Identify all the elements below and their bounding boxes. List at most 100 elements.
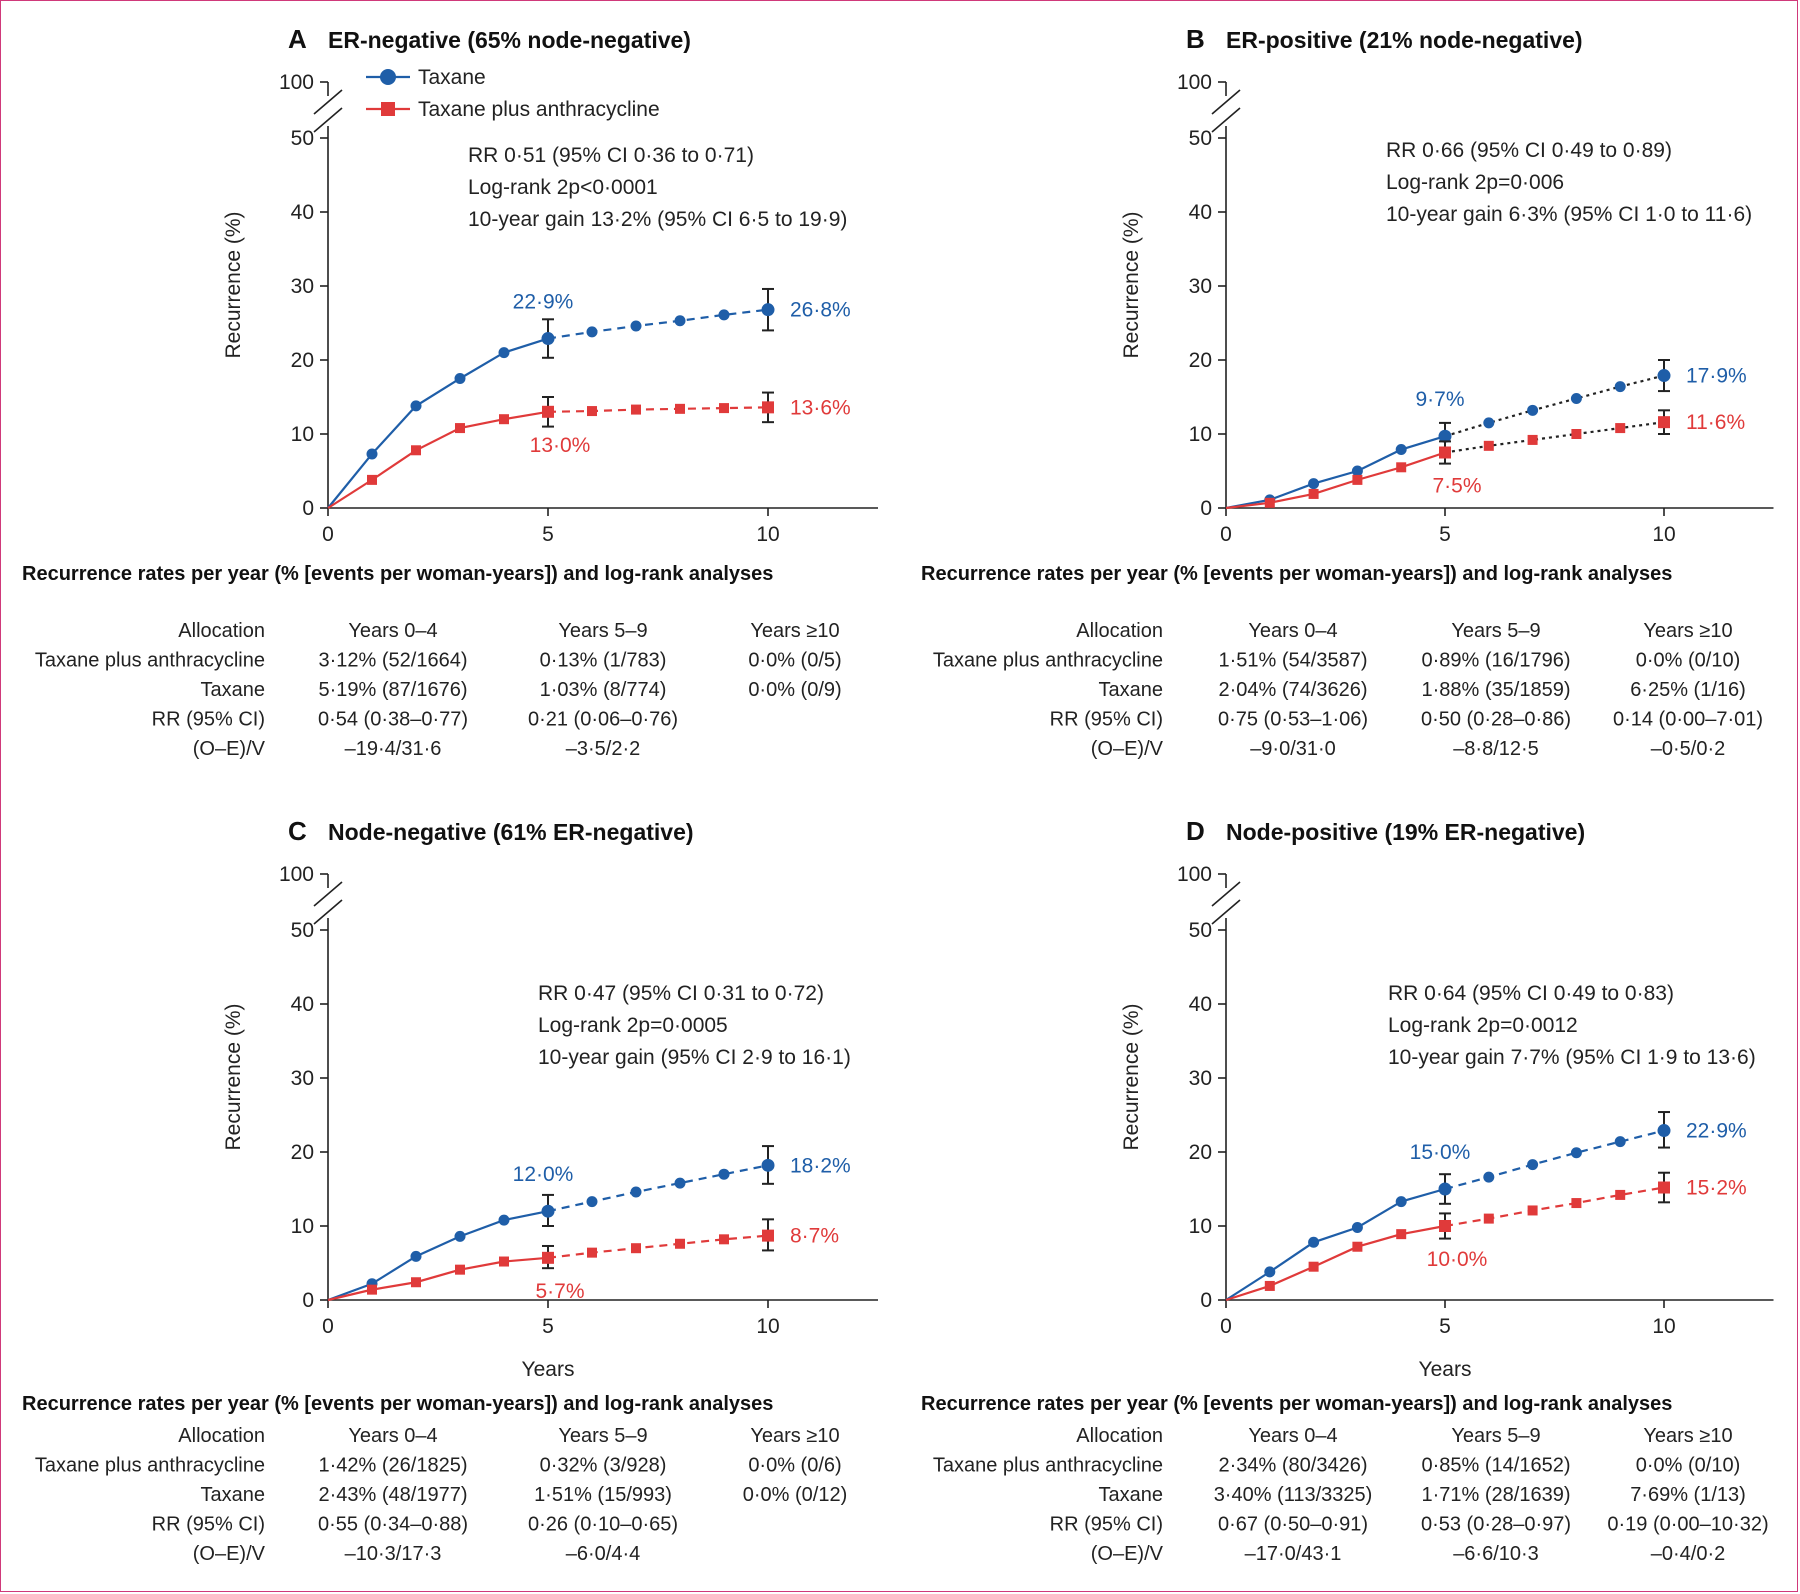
series-taxane-plus-anthracycline [327,1218,774,1302]
table-column-header: Years 0–4 [348,1425,437,1447]
x-axis-title: Years [1419,1358,1472,1381]
table-row-label: Taxane plus anthracycline [933,1455,1163,1477]
data-point [631,1243,641,1254]
table-row-label: RR (95% CI) [1050,1514,1163,1536]
table-cell: 0·19 (0·00–10·32) [1607,1514,1768,1536]
axis-break-mark [313,89,343,115]
y-tick-label: 30 [1189,275,1212,298]
data-label: 18·2% [790,1154,851,1177]
x-tick-label: 10 [1652,523,1675,546]
data-point [1527,1159,1539,1171]
table-column-header: Years ≥10 [1643,620,1732,642]
data-label: 8·7% [790,1225,839,1248]
data-point [411,1277,421,1288]
data-label: 5·7% [535,1280,584,1303]
data-point [631,404,641,415]
panel-title: Node-negative (61% ER-negative) [328,819,694,845]
data-point [366,448,378,460]
data-point [1439,446,1451,459]
data-point [411,445,421,456]
data-point [410,400,422,412]
table-row-label: Taxane [201,679,266,701]
table-column-header: Years 5–9 [1451,620,1540,642]
stat-annotation: RR 0·47 (95% CI 0·31 to 0·72) [538,982,824,1005]
data-point [718,309,730,321]
axis-break-mark [313,107,343,133]
x-tick-label: 0 [322,1315,334,1338]
table-row-label: Taxane [201,1484,266,1506]
stat-annotation: 10-year gain 7·7% (95% CI 1·9 to 13·6) [1388,1046,1756,1069]
x-tick-label: 10 [756,1315,779,1338]
y-tick-label: 100 [279,863,314,886]
table-column-header: Years 5–9 [558,1425,647,1447]
data-label: 10·0% [1427,1248,1488,1271]
y-tick-label: 20 [291,349,314,372]
data-point [454,373,466,384]
series-line-dashed [1444,1186,1665,1228]
series-line-solid [1225,1187,1446,1301]
legend-label: Taxane [418,66,486,89]
data-point [1614,381,1626,393]
x-tick-label: 0 [1220,523,1232,546]
data-point [719,1234,729,1245]
series-line-solid [327,410,549,509]
data-point [1658,1181,1670,1194]
series-line-dashed [547,406,769,413]
data-point [762,1229,774,1242]
data-point [674,315,686,327]
table-cell: 0·21 (0·06–0·76) [528,709,678,731]
data-label: 13·0% [530,434,591,457]
legend-marker-circle [380,69,396,85]
stat-annotation: 10-year gain 6·3% (95% CI 1·0 to 11·6) [1386,203,1752,226]
series-line-solid [1225,435,1446,510]
table-cell: 0·75 (0·53–1·06) [1218,709,1368,731]
data-point [499,1256,509,1267]
table-cell: 0·0% (0/12) [743,1484,848,1506]
table-cell: 0·0% (0/10) [1636,1455,1741,1477]
data-point [1527,434,1538,445]
data-point [1527,404,1539,416]
table-row-label: Taxane plus anthracycline [35,650,265,672]
data-point [1570,1147,1582,1159]
x-tick-label: 10 [1652,1315,1675,1338]
series-line-dashed [1444,421,1665,454]
x-tick-label: 0 [1220,1315,1232,1338]
table-cell: 1·51% (15/993) [534,1484,672,1506]
table-row-label: RR (95% CI) [152,709,265,731]
table-cell: 0·0% (0/6) [748,1455,841,1477]
y-axis-title: Recurrence (%) [222,1003,245,1150]
y-tick-label: 40 [1189,993,1212,1016]
x-tick-label: 5 [1439,1315,1451,1338]
data-point [1483,1213,1494,1224]
data-point [1438,1182,1452,1196]
data-point [498,347,510,359]
table-cell: 0·26 (0·10–0·65) [528,1514,678,1536]
panel-a: A ER-negative (65% node-negative) 0 10 20 30 4… [22,24,878,760]
series-taxane [1225,359,1671,510]
data-point [1483,440,1494,451]
table-cell: 0·32% (3/928) [540,1455,667,1477]
legend-label: Taxane plus anthracycline [418,98,660,121]
y-tick-label: 40 [291,201,314,224]
series-taxane [327,287,775,509]
table-column-header: Years 0–4 [1248,620,1337,642]
data-point [1657,1124,1671,1138]
table-column-header: Years 5–9 [1451,1425,1540,1447]
table-cell: 1·42% (26/1825) [319,1455,468,1477]
y-tick-label: 10 [291,1215,314,1238]
y-tick-label: 0 [1200,1289,1212,1312]
data-point [762,401,774,414]
table-column-header: Allocation [178,1425,265,1447]
panel-c: C Node-negative (61% ER-negative) 0 10 20 30 4… [22,816,878,1565]
y-tick-label: 0 [302,1289,314,1312]
table-cell: 1·71% (28/1639) [1422,1484,1571,1506]
y-tick-label: 20 [1189,1141,1212,1164]
series-taxane-plus-anthracycline [1225,409,1670,510]
panel-title: Node-positive (19% ER-negative) [1226,819,1585,845]
y-tick-label: 10 [291,423,314,446]
data-point [542,405,554,418]
data-point [1395,444,1407,456]
table-column-header: Allocation [178,620,265,642]
table-row-label: Taxane plus anthracycline [933,650,1163,672]
data-point [761,303,775,317]
